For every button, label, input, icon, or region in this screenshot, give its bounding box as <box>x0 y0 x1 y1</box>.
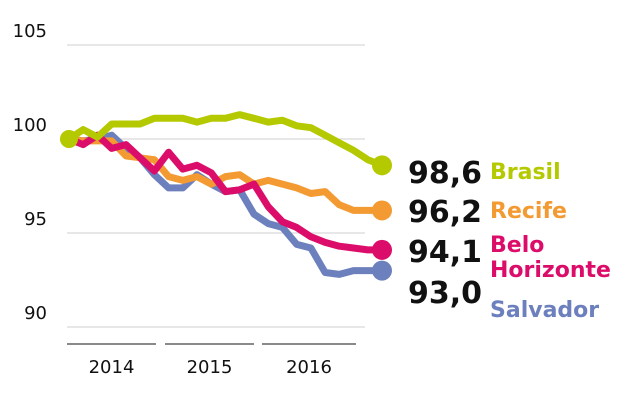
x-axis-year-labels: 2014 2015 2016 <box>67 343 356 378</box>
series-end-value: 94,1 <box>408 235 482 270</box>
series-line <box>65 131 386 254</box>
series-lines <box>60 111 392 281</box>
year-label: 2016 <box>286 357 332 378</box>
year-label: 2014 <box>89 357 135 378</box>
series-line <box>65 135 386 214</box>
series-name-label: Salvador <box>490 298 599 323</box>
series-end-value: 93,0 <box>408 276 482 311</box>
series-start-marker <box>60 130 78 148</box>
y-tick-label: 95 <box>24 209 47 230</box>
series-end-value: 98,6 <box>408 156 482 191</box>
series-end-marker <box>372 260 392 281</box>
y-tick-label: 90 <box>24 303 47 324</box>
y-tick-label: 105 <box>13 21 47 42</box>
year-label: 2015 <box>187 357 233 378</box>
y-tick-label: 100 <box>13 115 47 136</box>
series-name-label: Brasil <box>490 160 561 185</box>
series-end-value: 96,2 <box>408 195 482 230</box>
series-name-label: Belo <box>490 233 544 258</box>
series-name-label: Recife <box>490 199 567 224</box>
series-end-marker <box>372 239 392 260</box>
y-axis-tick-labels: 90 95 100 105 <box>13 21 47 324</box>
series-line <box>65 111 386 169</box>
series-end-marker <box>372 200 392 221</box>
series-name-label: Horizonte <box>490 258 611 283</box>
series-end-marker <box>372 155 392 176</box>
